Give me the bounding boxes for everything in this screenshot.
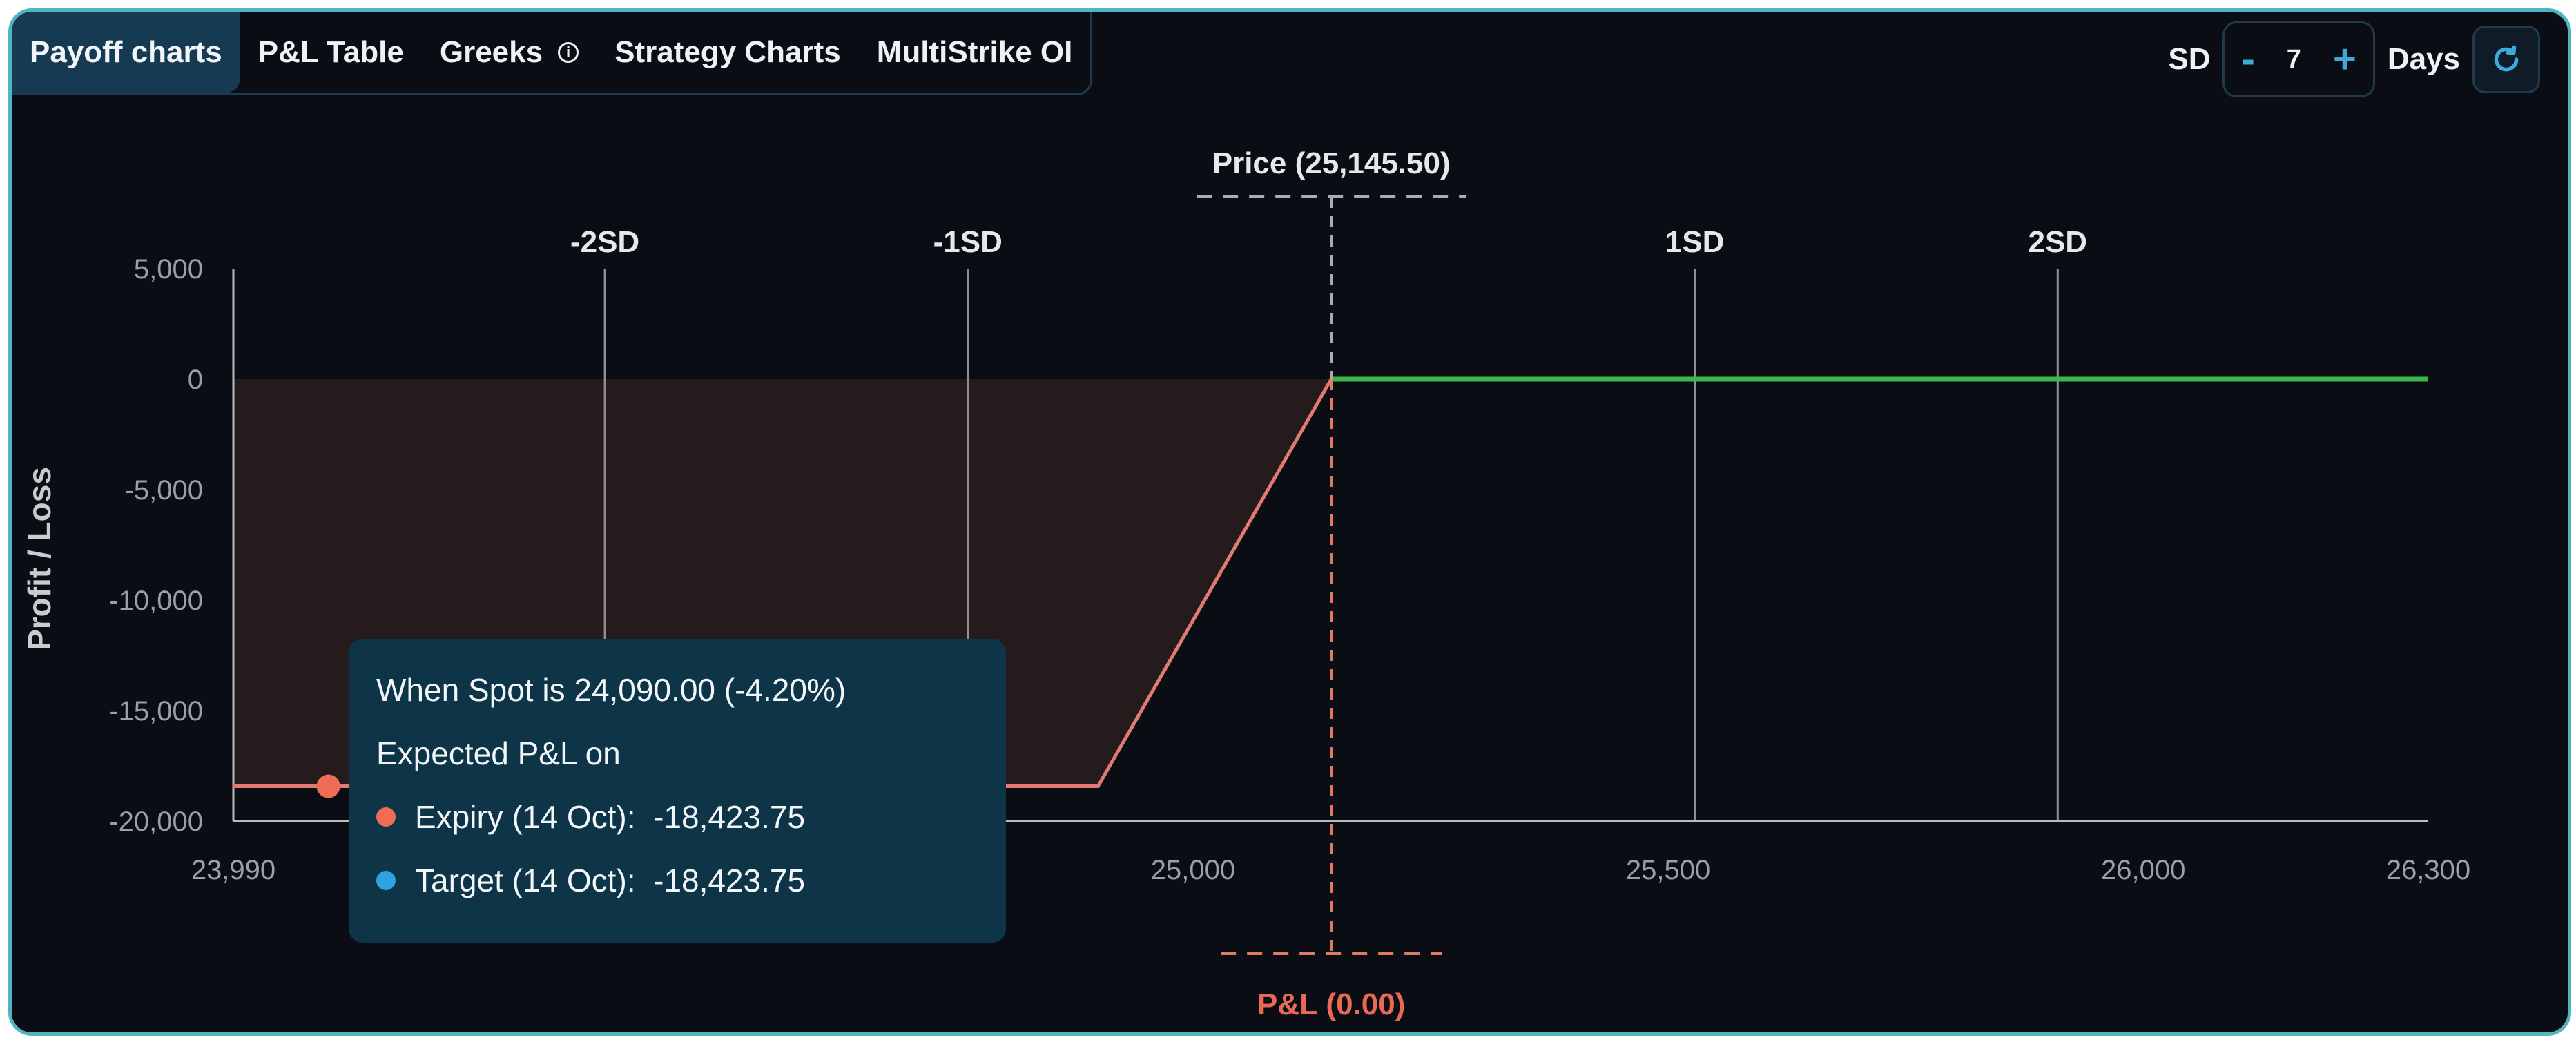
tab-label: MultiStrike OI: [876, 35, 1073, 69]
tooltip-expiry-value: -18,423.75: [653, 799, 806, 835]
days-label: Days: [2387, 42, 2460, 76]
x-tick-label: 25,000: [1151, 855, 1235, 885]
tooltip-target-value: -18,423.75: [653, 863, 806, 898]
sd-label: 1SD: [1665, 225, 1725, 259]
x-tick-label: 26,000: [2101, 855, 2185, 885]
tab-label: Strategy Charts: [614, 35, 841, 69]
y-tick-label: 5,000: [134, 254, 203, 285]
decrement-button[interactable]: -: [2241, 37, 2255, 81]
sd-label: -2SD: [570, 225, 639, 259]
payoff-panel: Payoff charts P&L Table Greeks i Strategy…: [8, 8, 2571, 1036]
tab-strategy-charts[interactable]: Strategy Charts: [597, 12, 859, 93]
tooltip-spot-line: When Spot is 24,090.00 (-4.20%): [376, 672, 846, 708]
y-tick-label: -5,000: [125, 475, 203, 505]
x-tick-label: 26,300: [2386, 855, 2470, 885]
tooltip-target-row: Target (14 Oct): -18,423.75: [376, 849, 978, 912]
info-icon[interactable]: i: [558, 42, 579, 63]
refresh-button[interactable]: [2472, 26, 2540, 93]
tooltip-expiry-row: Expiry (14 Oct): -18,423.75: [376, 785, 978, 849]
y-tick-label: -10,000: [109, 586, 203, 616]
days-value[interactable]: 7: [2286, 44, 2301, 74]
increment-button[interactable]: +: [2332, 37, 2356, 81]
x-tick-label: 25,500: [1626, 855, 1710, 885]
tab-payoff-charts[interactable]: Payoff charts: [12, 12, 240, 93]
tab-multistrike-oi[interactable]: MultiStrike OI: [859, 12, 1091, 93]
sd-label: 2SD: [2028, 225, 2087, 259]
y-axis-title: Profit / Loss: [21, 467, 57, 651]
tooltip-target-label: Target (14 Oct):: [415, 863, 636, 898]
chart-controls: SD - 7 + Days: [2168, 21, 2540, 97]
tab-label: Greeks: [439, 35, 543, 69]
hover-tooltip: When Spot is 24,090.00 (-4.20%) Expected…: [349, 639, 1006, 943]
refresh-icon: [2494, 45, 2519, 72]
expiry-dot-icon: [376, 807, 396, 827]
x-tick-label: 23,990: [191, 855, 275, 885]
target-dot-icon: [376, 871, 396, 890]
hover-point: [316, 774, 340, 798]
y-tick-label: -15,000: [109, 696, 203, 726]
tab-label: P&L Table: [258, 35, 404, 69]
spot-price-label: Price (25,145.50): [1212, 146, 1451, 180]
pnl-label: P&L (0.00): [1257, 988, 1405, 1021]
y-tick-label: 0: [188, 365, 203, 395]
chart-tabs: Payoff charts P&L Table Greeks i Strategy…: [12, 12, 1093, 95]
tab-label: Payoff charts: [30, 35, 222, 69]
sd-label: SD: [2168, 42, 2211, 76]
tab-pnl-table[interactable]: P&L Table: [240, 12, 422, 93]
tooltip-expected-line: Expected P&L on: [376, 735, 621, 771]
tooltip-expiry-label: Expiry (14 Oct):: [415, 799, 636, 835]
y-tick-label: -20,000: [109, 807, 203, 837]
sd-label: -1SD: [933, 225, 1003, 259]
tab-greeks[interactable]: Greeks i: [422, 12, 597, 93]
days-stepper: - 7 +: [2222, 21, 2375, 97]
